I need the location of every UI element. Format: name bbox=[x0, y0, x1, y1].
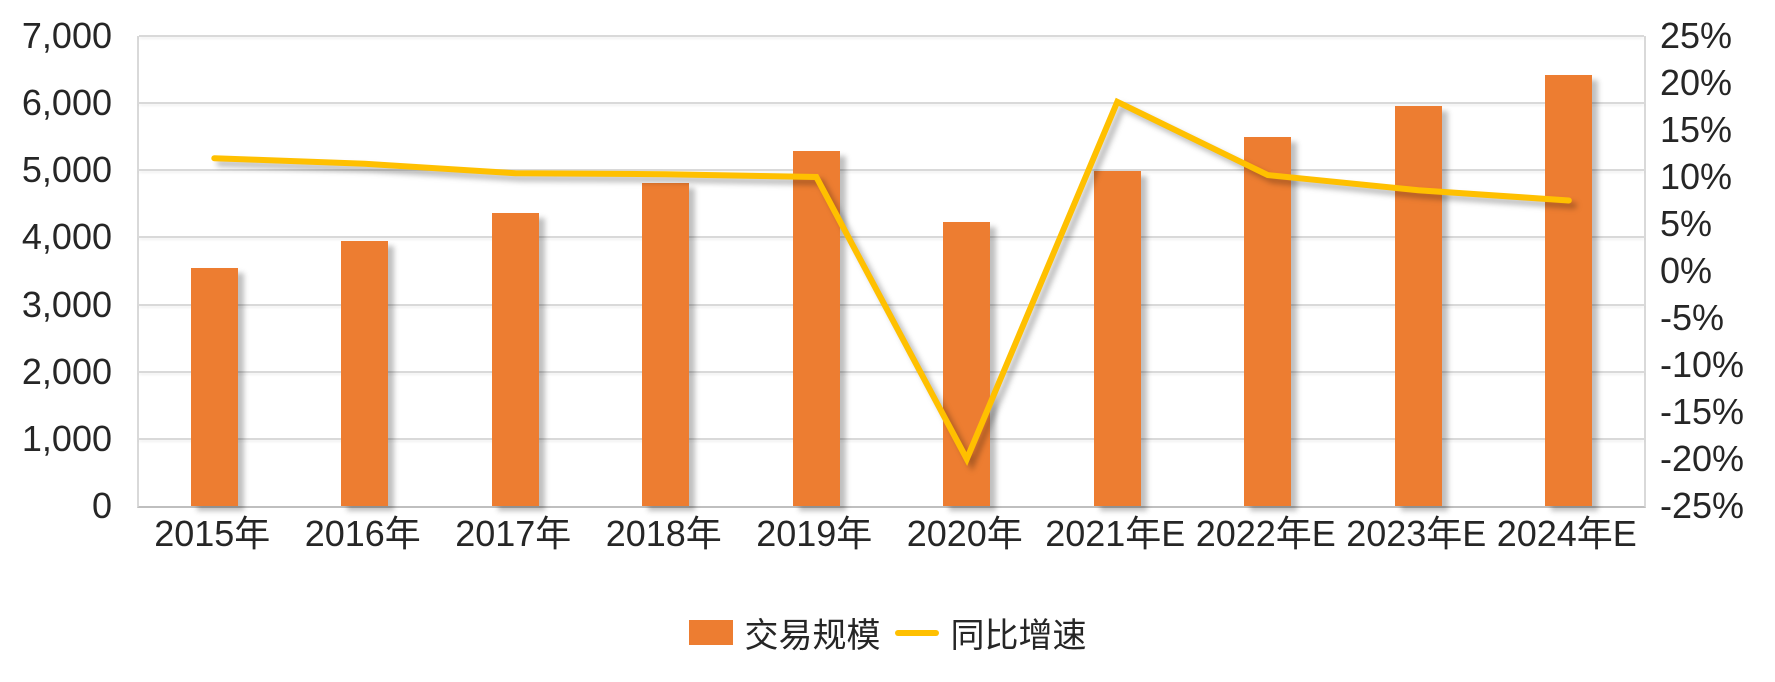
left-axis-tick-label: 5,000 bbox=[21, 149, 112, 191]
x-axis-label: 2019年 bbox=[756, 513, 873, 554]
x-axis-label: 2020年 bbox=[906, 513, 1023, 554]
line-swatch-icon bbox=[894, 629, 939, 636]
x-axis-label: 2016年 bbox=[304, 513, 421, 554]
x-axis: 2015年 2016年 2017年 2018年 2019年 2020年 2021年E 2022… bbox=[137, 512, 1642, 560]
right-axis-tick-label: 10% bbox=[1660, 156, 1733, 197]
left-axis-tick-label: 4,000 bbox=[21, 216, 112, 258]
bar bbox=[1093, 170, 1141, 506]
right-axis-tick-label: 15% bbox=[1660, 109, 1733, 150]
bar bbox=[1244, 136, 1292, 506]
bar bbox=[642, 183, 690, 506]
bar bbox=[1545, 74, 1593, 506]
gridline bbox=[139, 102, 1644, 105]
gridline bbox=[139, 303, 1644, 306]
left-axis-tick-label: 2,000 bbox=[21, 350, 112, 392]
right-axis-tick-label: -20% bbox=[1660, 438, 1745, 479]
right-axis-tick-label: 0% bbox=[1660, 250, 1713, 291]
x-axis-label: 2023年E bbox=[1346, 513, 1487, 554]
left-axis-tick-label: 1,000 bbox=[21, 417, 112, 459]
gridline bbox=[139, 370, 1644, 373]
growth-line bbox=[211, 97, 1572, 466]
bar bbox=[190, 267, 238, 506]
legend-item-line: 同比增速 bbox=[894, 608, 1087, 657]
legend-label-bar: 交易规模 bbox=[744, 617, 881, 655]
gridline bbox=[139, 169, 1644, 172]
right-axis-tick-label: 20% bbox=[1660, 62, 1733, 103]
left-axis-tick-label: 0 bbox=[91, 485, 112, 526]
right-axis-tick-label: -10% bbox=[1660, 344, 1745, 385]
right-axis-tick-label: 5% bbox=[1660, 203, 1713, 244]
legend-label-line: 同比增速 bbox=[950, 617, 1087, 655]
gridline bbox=[139, 437, 1644, 440]
left-axis-tick-label: 7,000 bbox=[21, 15, 112, 56]
right-axis: 25% 20% 15% 10% 5% 0% -5% -10% -15% -20% -25% bbox=[1660, 15, 1775, 526]
right-axis-tick-label: 25% bbox=[1660, 15, 1733, 56]
bar bbox=[491, 213, 539, 506]
right-axis-tick-label: -5% bbox=[1660, 297, 1725, 338]
right-axis-tick-label: -15% bbox=[1660, 391, 1745, 432]
x-axis-label: 2018年 bbox=[605, 513, 722, 554]
x-axis-label: 2024年E bbox=[1496, 513, 1637, 554]
bar bbox=[1394, 105, 1442, 506]
bar bbox=[341, 240, 389, 506]
bar-swatch-icon bbox=[688, 620, 733, 645]
x-axis-label: 2022年E bbox=[1195, 513, 1336, 554]
gridline bbox=[139, 236, 1644, 239]
x-axis-label: 2015年 bbox=[154, 513, 271, 554]
right-axis-tick-label: -25% bbox=[1660, 485, 1745, 526]
legend-item-bar: 交易规模 bbox=[688, 608, 881, 657]
left-axis-tick-label: 3,000 bbox=[21, 283, 112, 325]
x-axis-label: 2017年 bbox=[455, 513, 572, 554]
x-axis-label: 2021年E bbox=[1045, 513, 1186, 554]
plot-area bbox=[137, 35, 1646, 508]
legend: 交易规模 同比增速 bbox=[0, 608, 1775, 657]
left-axis: 0 1,000 2,000 3,000 4,000 5,000 6,000 7,000 bbox=[0, 15, 112, 526]
gridline bbox=[139, 35, 1644, 37]
left-axis-tick-label: 6,000 bbox=[21, 82, 112, 124]
